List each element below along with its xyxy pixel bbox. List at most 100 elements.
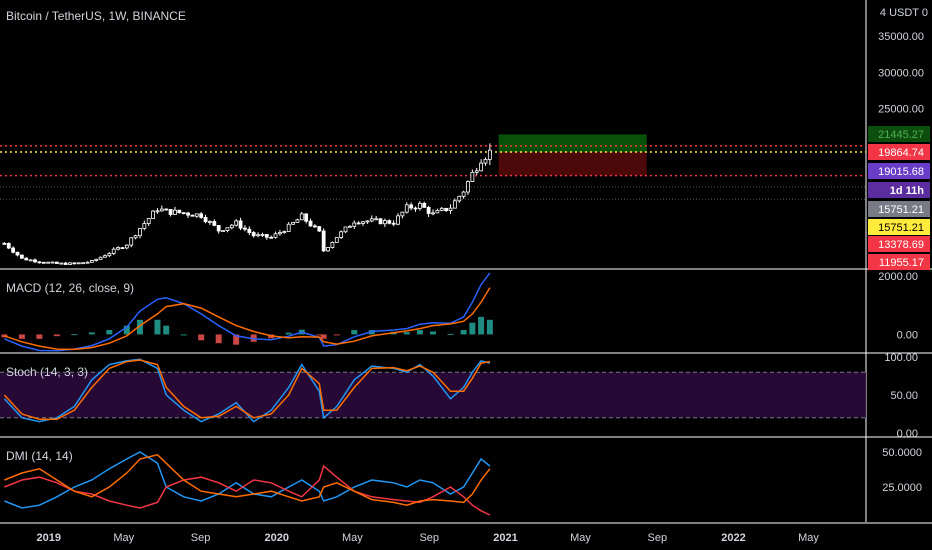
candle-body (208, 221, 212, 223)
candle-body (304, 213, 309, 222)
candle-body (199, 213, 204, 218)
candle-body (295, 219, 300, 223)
candle-body (142, 223, 147, 229)
candle-body (334, 237, 339, 243)
candle-body (269, 236, 274, 239)
stoch-axis-label: 50.00 (890, 390, 918, 402)
candle-body (343, 226, 348, 233)
stoch-title: Stoch (14, 3, 3) (6, 365, 89, 379)
macd-histogram-bar (447, 333, 454, 335)
candle-body (251, 232, 256, 237)
candle-body (46, 261, 51, 264)
macd-histogram-bar (163, 325, 170, 335)
candle-body (129, 237, 134, 246)
price-axis-label: 25000.00 (878, 104, 924, 116)
macd-histogram-bar (486, 319, 493, 335)
candle-body (151, 210, 155, 219)
candle-body (59, 262, 64, 265)
price-axis-label: 35000.00 (878, 31, 924, 43)
macd-histogram-bar (215, 334, 222, 344)
candle-body (382, 220, 387, 225)
macd-histogram-bar (198, 334, 205, 341)
candle-body (409, 204, 414, 209)
time-axis-label: 2019 (36, 532, 60, 544)
time-axis-label: 2022 (721, 532, 745, 544)
candle-body (107, 253, 112, 257)
candle-body (111, 248, 116, 254)
candle-body (54, 261, 59, 264)
stoch-axis-label: 100.00 (884, 352, 918, 364)
macd-histogram-bar (285, 332, 292, 335)
candle-body (247, 228, 252, 233)
macd-axis-label: 0.00 (897, 329, 918, 341)
candle-body (339, 231, 344, 238)
candle-body (41, 261, 46, 264)
candle-body (417, 202, 422, 209)
candle-body (181, 212, 186, 215)
candle-body (278, 232, 282, 235)
candle-body (33, 259, 37, 263)
candle-body (487, 149, 492, 160)
candle-body (24, 257, 29, 261)
stoch-k-line (3, 358, 491, 423)
price-badge (868, 219, 930, 235)
macd-histogram-bar (333, 334, 340, 336)
candle-body (11, 247, 16, 253)
candle-body (6, 243, 11, 249)
candle-body (479, 162, 484, 172)
stoch-d-line (3, 359, 491, 421)
macd-histogram-bar (53, 334, 60, 337)
price-badge-label: 19015.68 (878, 166, 924, 178)
dmi-plus-line (4, 451, 491, 509)
candle-body (260, 234, 265, 236)
dmi-axis-label: 50.0000 (882, 447, 922, 459)
candle-body (369, 218, 374, 222)
candle-body (426, 207, 431, 214)
candle-body (221, 230, 225, 232)
macd-histogram-bar (320, 334, 327, 339)
candle-body (435, 209, 440, 214)
candle-body (124, 244, 129, 249)
candle-body (2, 242, 7, 245)
candle-body (431, 212, 435, 215)
price-badge (868, 254, 930, 270)
macd-histogram-bar (123, 325, 130, 335)
macd-histogram-bar (1, 334, 8, 338)
candle-body (103, 255, 107, 258)
price-badge (868, 163, 930, 179)
macd-histogram-bar (136, 319, 143, 335)
candle-body (243, 227, 247, 230)
candle-body (89, 260, 94, 263)
time-axis-label: May (342, 532, 363, 544)
candle-body (439, 207, 444, 211)
macd-histogram-bar (88, 332, 95, 335)
candle-body (28, 259, 33, 262)
candle-body (155, 210, 160, 213)
candle-body (168, 209, 173, 215)
candle-body (146, 218, 151, 224)
candle-body (347, 225, 352, 228)
candle-body (378, 218, 383, 225)
candle-body (273, 233, 278, 238)
candle-body (404, 204, 409, 213)
scale-corner: 4 (879, 7, 886, 19)
dmi-title: DMI (14, 14) (6, 449, 73, 463)
candle-body (374, 218, 379, 221)
macd-axis-label: 2000.00 (878, 271, 918, 283)
candle-body (474, 170, 479, 173)
candle-body (291, 221, 295, 225)
candle-body (400, 211, 405, 217)
candle-body (413, 207, 418, 210)
stoch-axis-label: 0.00 (897, 428, 918, 440)
candle-body (19, 254, 24, 259)
candle-body (282, 231, 287, 233)
candle-body (356, 222, 361, 225)
candle-body (50, 261, 55, 264)
time-axis-label: May (113, 532, 134, 544)
price-badge-label: 15751.21 (878, 204, 924, 216)
candle-body (203, 217, 208, 223)
time-axis-label: Sep (648, 532, 668, 544)
currency-selector[interactable]: 4 USDT 0 (880, 7, 928, 19)
